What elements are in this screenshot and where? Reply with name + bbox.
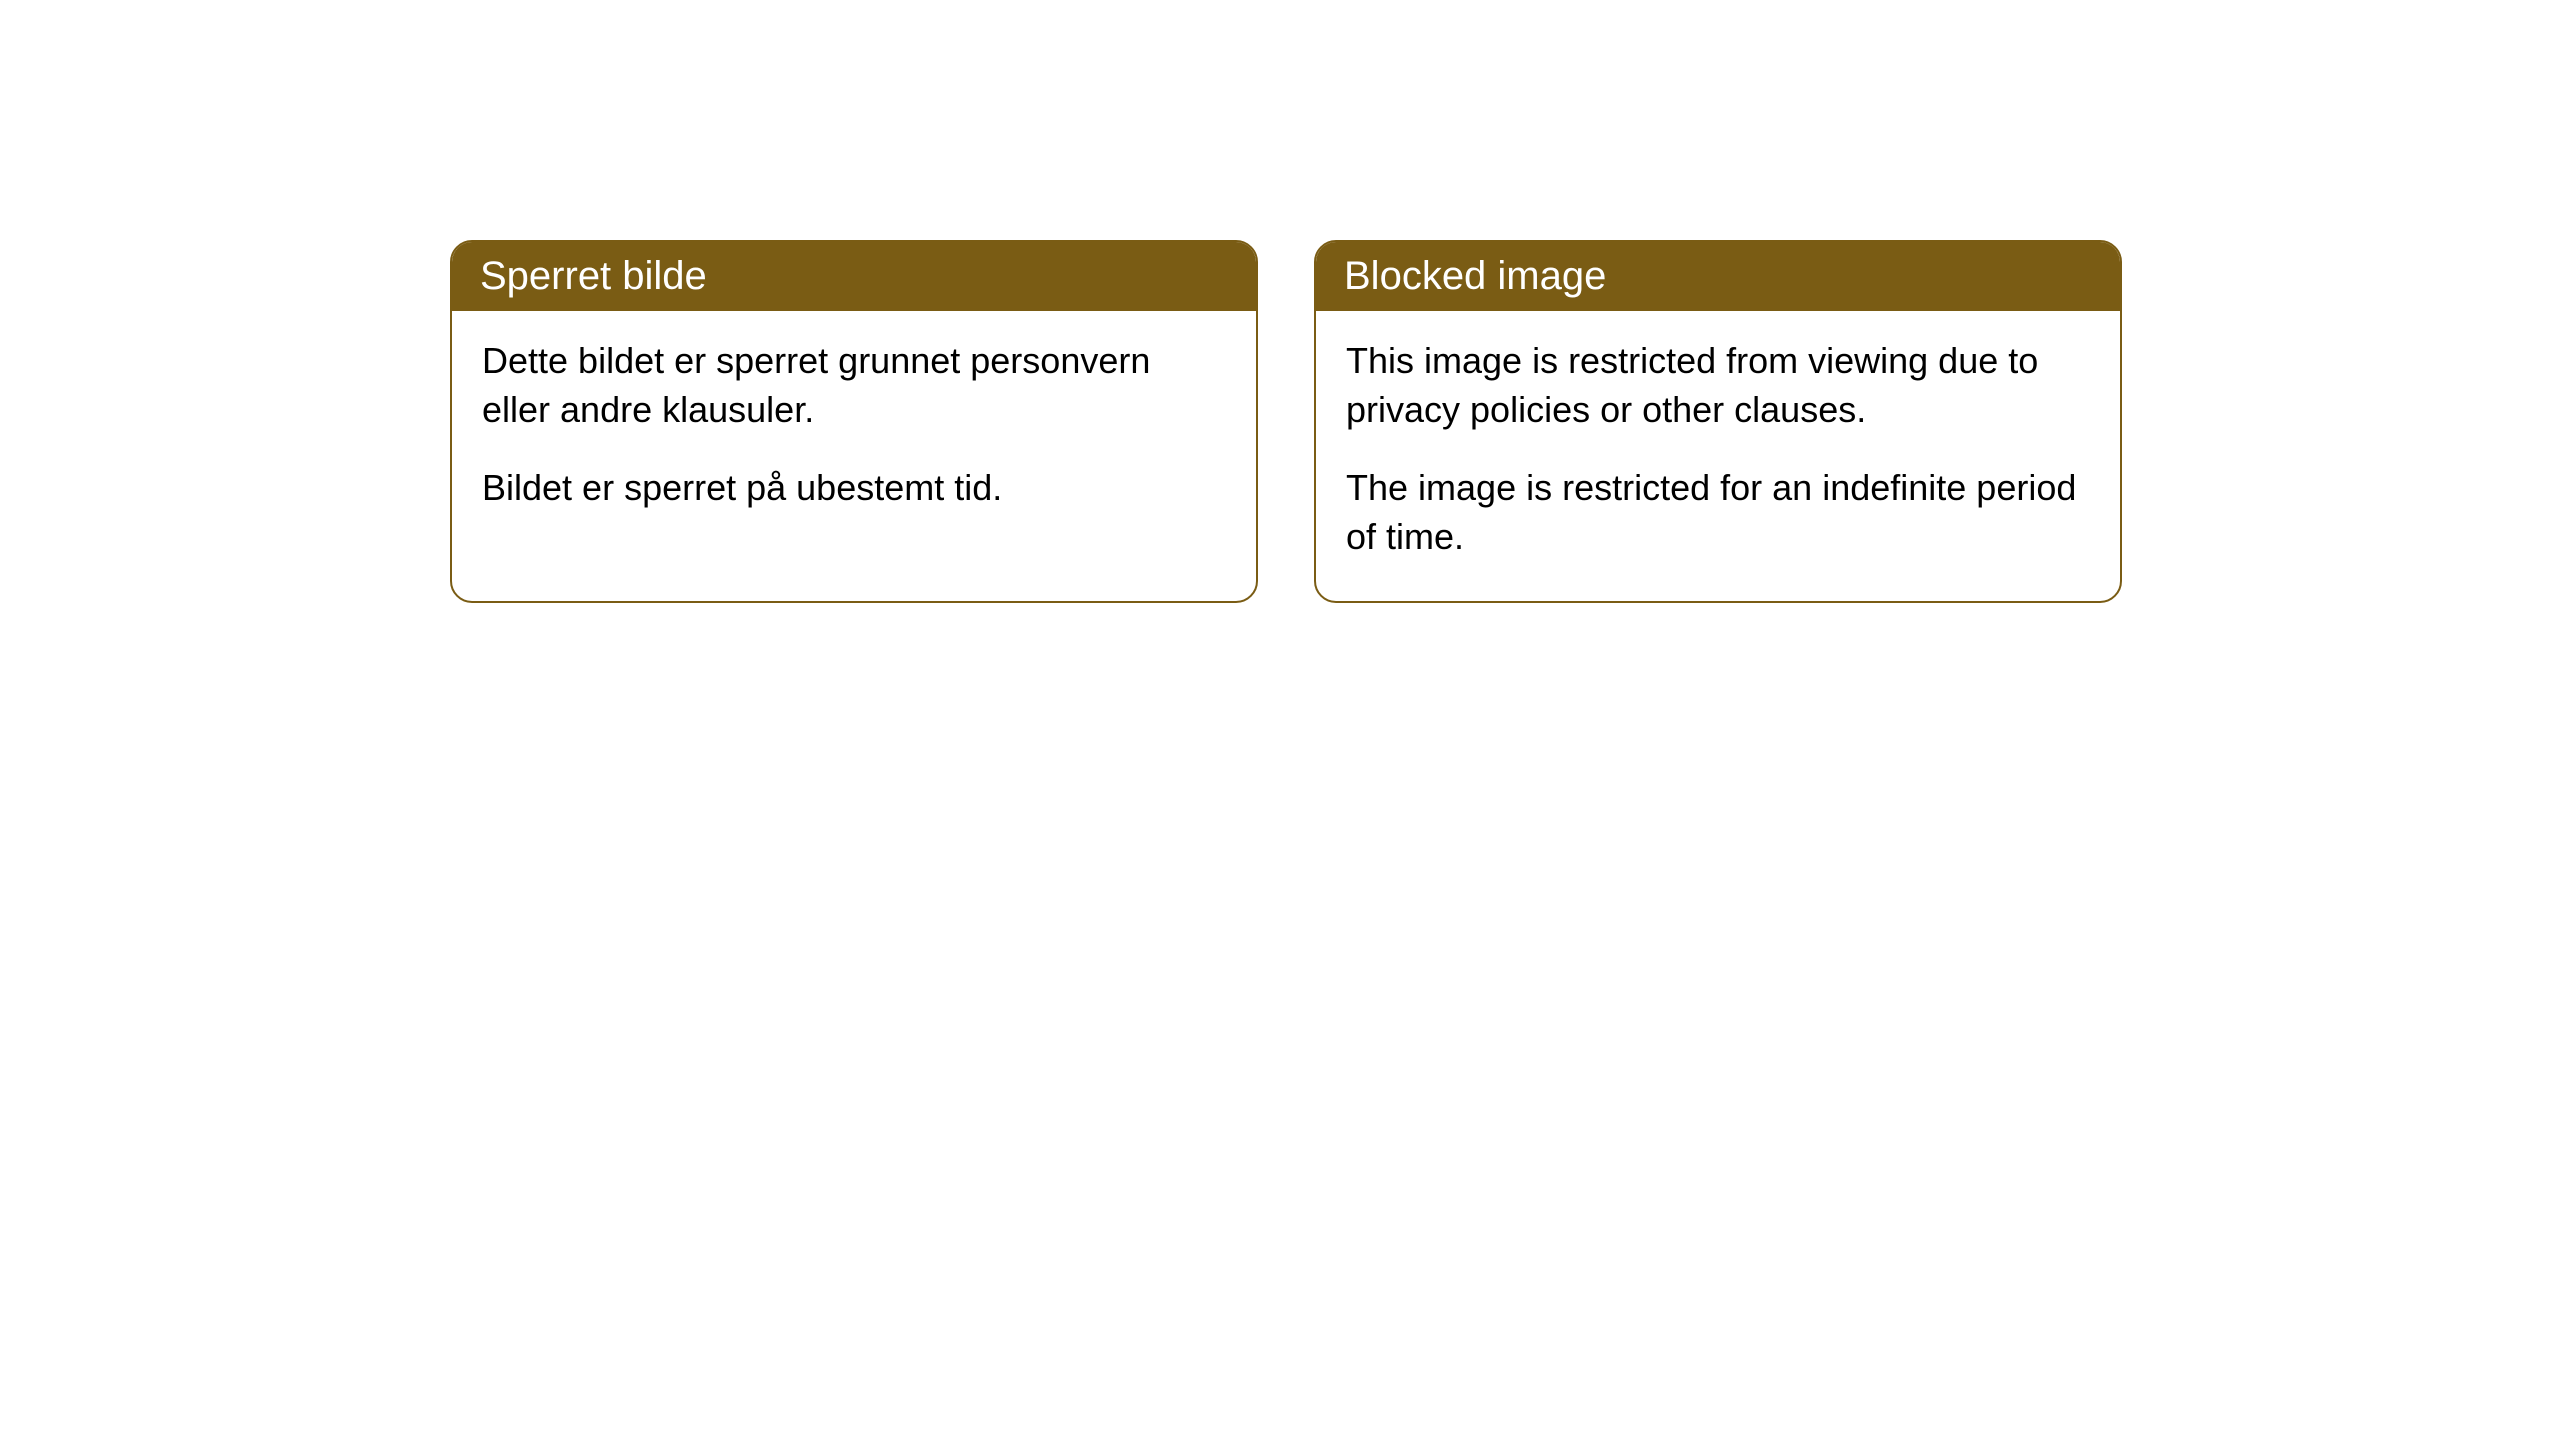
card-header-en: Blocked image: [1316, 242, 2120, 311]
card-body-en: This image is restricted from viewing du…: [1316, 311, 2120, 601]
card-text-no-1: Dette bildet er sperret grunnet personve…: [482, 337, 1226, 434]
card-text-en-1: This image is restricted from viewing du…: [1346, 337, 2090, 434]
notice-cards-container: Sperret bilde Dette bildet er sperret gr…: [450, 240, 2560, 603]
blocked-image-card-en: Blocked image This image is restricted f…: [1314, 240, 2122, 603]
card-text-en-2: The image is restricted for an indefinit…: [1346, 464, 2090, 561]
blocked-image-card-no: Sperret bilde Dette bildet er sperret gr…: [450, 240, 1258, 603]
card-text-no-2: Bildet er sperret på ubestemt tid.: [482, 464, 1226, 513]
card-header-no: Sperret bilde: [452, 242, 1256, 311]
card-body-no: Dette bildet er sperret grunnet personve…: [452, 311, 1256, 553]
